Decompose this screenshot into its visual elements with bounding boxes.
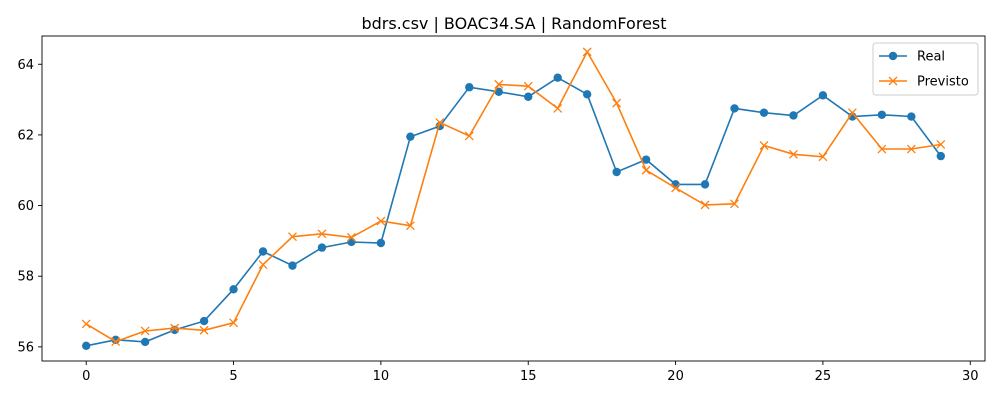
data-point-previsto-13 [464,131,474,141]
y-tick-label-58: 58 [17,270,34,285]
data-point-real-0 [82,341,91,351]
data-point-previsto-20 [671,183,681,193]
data-point-previsto-7 [288,232,297,242]
data-point-real-6 [258,247,268,256]
data-point-real-4 [199,316,209,326]
chart-title: bdrs.csv | BOAC34.SA | RandomForest [361,14,666,33]
legend-label-previsto: Previsto [917,75,969,90]
y-tick-label-56: 56 [17,340,34,355]
data-point-real-9 [347,237,356,247]
x-tick-label-10: 10 [373,369,390,384]
data-point-real-3 [170,325,179,335]
data-point-previsto-9 [346,232,356,242]
data-point-previsto-8 [317,229,327,239]
legend: Real Previsto [872,42,979,96]
data-point-real-13 [465,83,474,92]
x-tick-label-20: 20 [667,369,684,384]
data-point-real-18 [612,167,621,177]
series-line-real [86,76,942,347]
legend-label-real: Real [917,50,945,65]
data-point-previsto-25 [818,152,828,162]
data-point-previsto-6 [258,260,268,270]
data-point-real-7 [288,261,297,270]
y-tick-label-62: 62 [17,128,34,143]
data-point-previsto-12 [435,118,445,128]
data-point-previsto-11 [405,221,415,231]
data-point-real-29 [936,151,945,161]
data-point-previsto-17 [582,47,592,57]
data-point-real-22 [730,104,739,113]
data-point-previsto-4 [199,325,209,335]
data-point-real-16 [553,73,562,82]
data-point-previsto-29 [936,139,946,149]
legend-marker-previsto [888,76,898,86]
x-tick-label-15: 15 [520,369,537,384]
data-point-previsto-26 [847,108,857,118]
axes: 0 5 10 15 20 25 30 56 58 60 62 64 [17,35,986,384]
data-point-real-24 [789,111,798,120]
data-point-real-15 [524,92,533,101]
legend-marker-real [888,51,898,61]
y-tick-label-64: 64 [17,58,34,73]
data-point-real-23 [759,108,769,117]
data-point-previsto-2 [140,326,150,336]
data-point-real-11 [406,132,415,141]
plot-area [81,47,946,351]
x-tick-label-5: 5 [229,369,237,384]
data-point-previsto-22 [730,199,739,209]
data-point-previsto-23 [759,141,769,150]
data-point-previsto-10 [376,216,386,226]
data-point-previsto-18 [612,98,622,108]
x-tick-label-0: 0 [82,369,90,384]
data-point-previsto-27 [877,144,887,154]
data-point-previsto-24 [788,149,798,159]
data-point-real-28 [907,112,916,121]
y-tick-label-60: 60 [17,199,34,214]
data-point-real-10 [376,238,386,248]
data-point-real-27 [877,110,887,119]
data-point-previsto-5 [229,318,239,328]
data-point-previsto-19 [641,165,651,175]
data-point-real-8 [317,243,327,252]
data-point-previsto-15 [523,81,533,91]
data-point-previsto-0 [81,319,91,329]
data-point-previsto-21 [700,200,710,210]
data-point-previsto-28 [906,144,916,154]
x-tick-label-25: 25 [815,369,832,384]
data-point-previsto-1 [111,337,121,347]
data-point-real-1 [111,335,120,345]
data-point-real-17 [582,90,592,99]
data-point-real-5 [229,285,238,294]
data-point-real-25 [818,91,828,100]
axes-frame [41,35,986,362]
data-point-previsto-16 [553,103,563,113]
data-point-previsto-14 [494,79,504,89]
data-point-real-2 [140,337,150,347]
x-tick-label-30: 30 [962,369,979,384]
data-point-previsto-3 [170,323,180,333]
data-point-real-21 [700,180,710,189]
data-point-real-19 [641,155,651,164]
series-line-previsto [85,50,941,343]
